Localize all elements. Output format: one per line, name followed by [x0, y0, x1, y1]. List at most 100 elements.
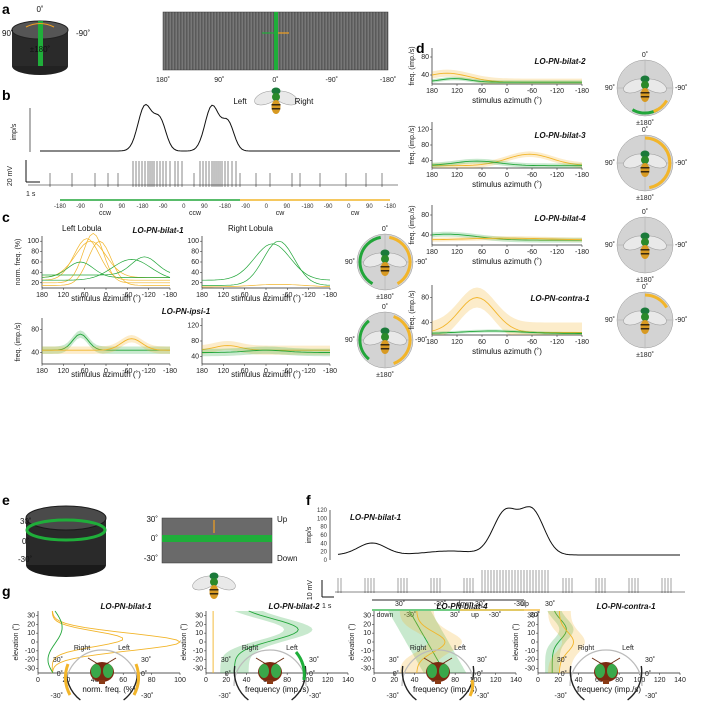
g4-yellow: [558, 610, 574, 674]
e-up: Up: [277, 515, 288, 524]
stripe-tick-label: -180˚: [380, 76, 396, 84]
x-tick-label: 140: [342, 677, 354, 684]
d-xlabel: stimulus azimuth (˚): [472, 180, 542, 189]
y-tick-label: 20: [527, 621, 535, 628]
dial-r-30deg: 30˚: [645, 656, 655, 664]
y-tick-label: 10: [27, 630, 35, 637]
y-tick-label: 20: [31, 280, 39, 287]
x-tick-label: 20: [222, 677, 230, 684]
c-left-green-trace: [41, 261, 170, 278]
d3-yellow: [431, 237, 583, 241]
d-ylabel: freq. (imp./s): [409, 205, 416, 244]
b-azimuth-label: 90: [284, 204, 291, 210]
arena-drum-illustration: [11, 20, 69, 75]
y-tick-label: 40: [191, 269, 199, 276]
f-ytick: 60: [320, 533, 327, 539]
y-tick-label: 0: [31, 639, 35, 646]
x-tick-label: -120: [302, 368, 316, 375]
x-tick-label: 0: [204, 677, 208, 684]
b-azimuth-label: -90: [324, 204, 333, 210]
dial-0deg: 0˚: [57, 670, 63, 678]
f-row1-label: 30˚: [395, 600, 405, 608]
dial-0deg: 0˚: [393, 670, 399, 678]
x-tick-label: 180: [196, 292, 208, 299]
d-ylabel: freq. (imp./s): [409, 46, 416, 85]
x-tick-label: -60: [282, 368, 292, 375]
x-tick-label: -180: [575, 249, 589, 256]
x-tick-label: 80: [615, 677, 623, 684]
y-tick-label: -30: [193, 666, 203, 673]
dial-180deg: ±180˚: [636, 351, 654, 359]
dial-minus90deg: -90˚: [675, 241, 687, 249]
y-tick-label: 0: [531, 639, 535, 646]
x-tick-label: -60: [527, 339, 537, 346]
y-tick-label: -30: [25, 666, 35, 673]
dial-90deg: 90˚: [605, 316, 615, 324]
x-tick-label: -60: [122, 368, 132, 375]
x-tick-label: 100: [302, 677, 314, 684]
stripe-tick-label: -90˚: [326, 76, 338, 84]
c-ipsi-right-yellow-band: [202, 341, 330, 355]
arena-stripe-panel: [162, 11, 389, 71]
x-tick-label: -180: [323, 368, 337, 375]
y-tick-label: 40: [421, 320, 429, 327]
y-tick-label: 20: [363, 621, 371, 628]
x-tick-label: -120: [550, 88, 564, 95]
x-tick-label: 60: [81, 368, 89, 375]
x-tick-label: 80: [148, 677, 156, 684]
dial-minus90deg: -90˚: [675, 316, 687, 324]
x-tick-label: 120: [57, 292, 69, 299]
g1-green: [47, 610, 63, 674]
b-azimuth-label: -90: [76, 204, 85, 210]
bee-illustration-e: [190, 572, 238, 600]
x-tick-label: -120: [550, 339, 564, 346]
c-left-green-trace: [42, 259, 171, 281]
x-tick-label: 120: [654, 677, 666, 684]
x-tick-label: 0: [104, 292, 108, 299]
dial-r-30deg: 30˚: [309, 656, 319, 664]
f-row1-label: -30˚: [514, 600, 526, 608]
x-tick-label: 120: [490, 677, 502, 684]
y-tick-label: 80: [421, 54, 429, 61]
x-tick-label: 40: [91, 677, 99, 684]
f-ytick: 120: [317, 508, 328, 514]
x-tick-label: 0: [505, 172, 509, 179]
dial-0deg: 0˚: [642, 283, 648, 291]
b-direction-label: ccw: [99, 210, 112, 217]
b-rate-trace: [40, 103, 400, 152]
y-tick-label: 40: [31, 269, 39, 276]
x-tick-label: 180: [36, 368, 48, 375]
b-azimuth-label: 90: [119, 204, 126, 210]
y-tick-label: 120: [187, 323, 199, 330]
dial-0deg: 0˚: [642, 126, 648, 134]
f-row2-label: -30˚: [489, 611, 501, 619]
y-tick-label: 60: [191, 259, 199, 266]
x-tick-label: 120: [322, 677, 334, 684]
x-tick-label: 60: [241, 292, 249, 299]
x-tick-label: 180: [426, 339, 438, 346]
y-tick-label: 30: [527, 612, 535, 619]
y-tick-label: -30: [525, 666, 535, 673]
f-up2-label: up: [471, 612, 479, 619]
y-tick-label: 30: [27, 612, 35, 619]
g-title: LO-PN-bilat-1: [100, 602, 152, 611]
label-minus90deg: -90˚: [76, 29, 91, 38]
x-tick-label: 180: [36, 292, 48, 299]
e-30deg: 30˚: [20, 517, 32, 526]
stripe-tick-label: 180˚: [156, 76, 170, 84]
x-tick-label: 40: [575, 677, 583, 684]
d-ylabel: freq. (imp./s): [409, 290, 416, 329]
x-tick-label: 20: [390, 677, 398, 684]
b-scale-s-label: 1 s: [26, 191, 36, 198]
y-tick-label: 20: [27, 621, 35, 628]
dial-r-0deg: 0˚: [309, 670, 315, 678]
dial-0deg: 0˚: [382, 303, 388, 311]
b-azimuth-label: -180: [54, 204, 67, 210]
b-azimuth-label: 0: [182, 204, 186, 210]
dial-180deg: ±180˚: [376, 293, 394, 301]
panel-letter-b: b: [2, 87, 11, 103]
b-azimuth-label: 90: [366, 204, 373, 210]
x-tick-label: 80: [451, 677, 459, 684]
x-tick-label: 140: [674, 677, 686, 684]
g4-green: [551, 610, 567, 673]
